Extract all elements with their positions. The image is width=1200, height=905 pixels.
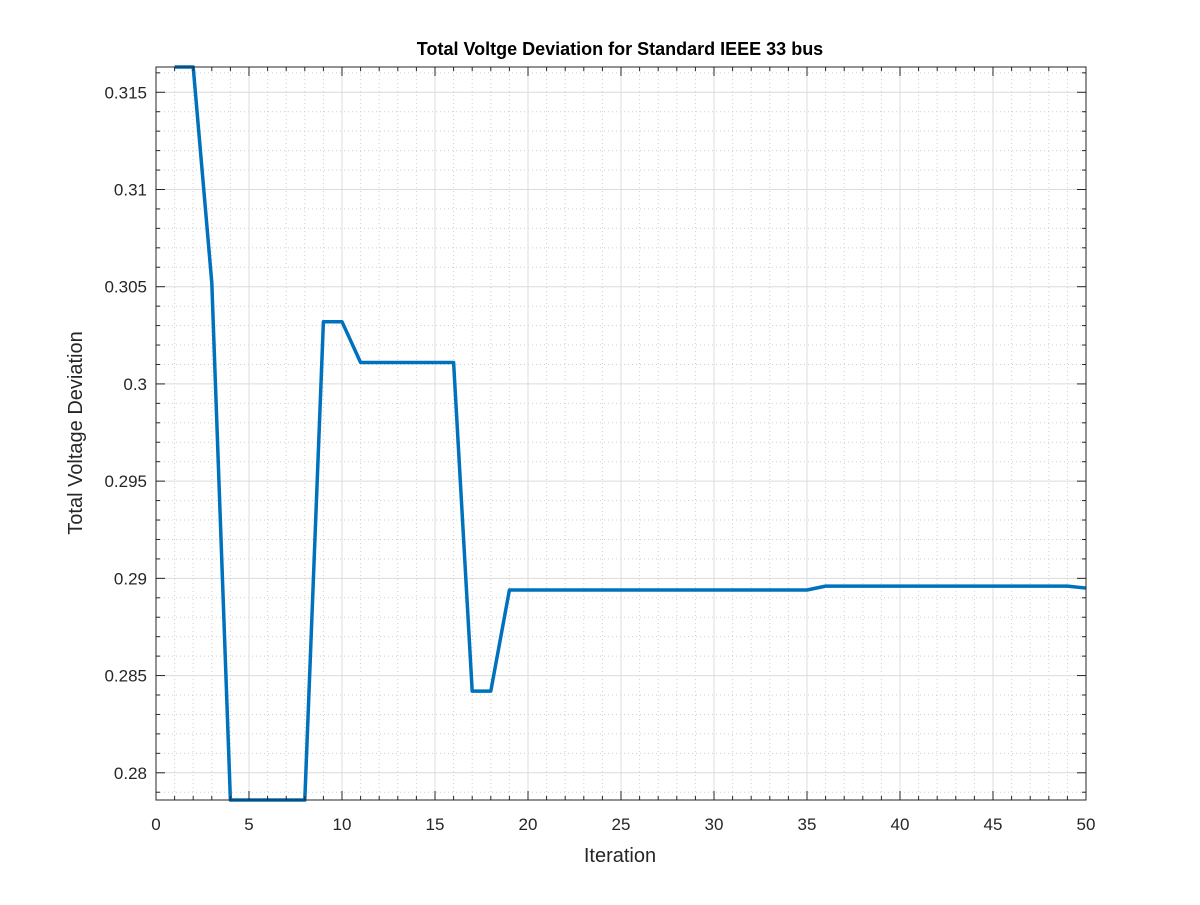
x-tick-label: 15	[426, 815, 445, 834]
tick-marks	[155, 67, 1087, 800]
y-axis-label: Total Voltage Deviation	[65, 331, 87, 534]
y-tick-label: 0.29	[114, 569, 147, 588]
x-tick-label: 35	[798, 815, 817, 834]
x-tick-label: 5	[244, 815, 253, 834]
y-tick-labels: 0.28 0.285 0.29 0.295 0.3 0.305 0.31 0.315	[104, 83, 147, 783]
x-tick-label: 40	[891, 815, 910, 834]
x-tick-label: 0	[151, 815, 160, 834]
y-tick-label: 0.285	[104, 667, 147, 686]
x-tick-label: 45	[984, 815, 1003, 834]
y-tick-label: 0.305	[104, 278, 147, 297]
y-tick-label: 0.28	[114, 764, 147, 783]
series-layer	[174, 65, 1087, 802]
chart-title: Total Voltge Deviation for Standard IEEE…	[417, 39, 823, 59]
x-tick-label: 30	[705, 815, 724, 834]
x-tick-label: 50	[1077, 815, 1096, 834]
x-tick-label: 25	[612, 815, 631, 834]
y-tick-label: 0.31	[114, 180, 147, 199]
series-line	[174, 65, 1087, 802]
x-tick-label: 20	[519, 815, 538, 834]
x-tick-label: 10	[333, 815, 352, 834]
y-tick-label: 0.315	[104, 83, 147, 102]
y-tick-label: 0.295	[104, 472, 147, 491]
x-axis-label: Iteration	[584, 845, 656, 867]
y-tick-label: 0.3	[123, 375, 147, 394]
x-tick-labels: 0 5 10 15 20 25 30 35 40 45 50	[151, 815, 1095, 834]
